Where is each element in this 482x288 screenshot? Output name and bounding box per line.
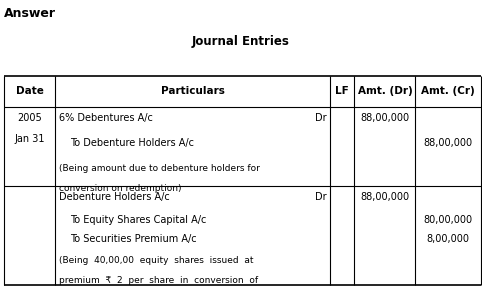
Text: Debenture Holders A/c: Debenture Holders A/c xyxy=(59,192,170,202)
Text: Jan 31: Jan 31 xyxy=(14,134,45,144)
Text: 88,00,000: 88,00,000 xyxy=(424,138,473,148)
Text: Dr: Dr xyxy=(315,113,326,123)
Text: 2005: 2005 xyxy=(17,113,42,123)
Text: 8,00,000: 8,00,000 xyxy=(427,234,470,244)
Text: Amt. (Cr): Amt. (Cr) xyxy=(421,86,475,96)
Text: premium  ₹  2  per  share  in  conversion  of: premium ₹ 2 per share in conversion of xyxy=(59,276,258,285)
Text: conversion on redemption): conversion on redemption) xyxy=(59,184,182,193)
Text: To Securities Premium A/c: To Securities Premium A/c xyxy=(70,234,197,244)
Text: (Being amount due to debenture holders for: (Being amount due to debenture holders f… xyxy=(59,164,260,173)
Text: 6% Debentures A/c: 6% Debentures A/c xyxy=(59,113,153,123)
Text: To Debenture Holders A/c: To Debenture Holders A/c xyxy=(70,138,194,148)
Text: Dr: Dr xyxy=(315,192,326,202)
Text: 80,00,000: 80,00,000 xyxy=(424,215,473,225)
Text: To Equity Shares Capital A/c: To Equity Shares Capital A/c xyxy=(70,215,206,225)
Text: LF: LF xyxy=(335,86,349,96)
Text: Date: Date xyxy=(16,86,43,96)
Text: 88,00,000: 88,00,000 xyxy=(361,192,409,202)
Text: 88,00,000: 88,00,000 xyxy=(361,113,409,123)
Text: Amt. (Dr): Amt. (Dr) xyxy=(358,86,412,96)
Text: (Being  40,00,00  equity  shares  issued  at: (Being 40,00,00 equity shares issued at xyxy=(59,256,254,265)
Text: Answer: Answer xyxy=(4,7,56,20)
Text: Particulars: Particulars xyxy=(161,86,225,96)
Text: Journal Entries: Journal Entries xyxy=(192,35,290,48)
